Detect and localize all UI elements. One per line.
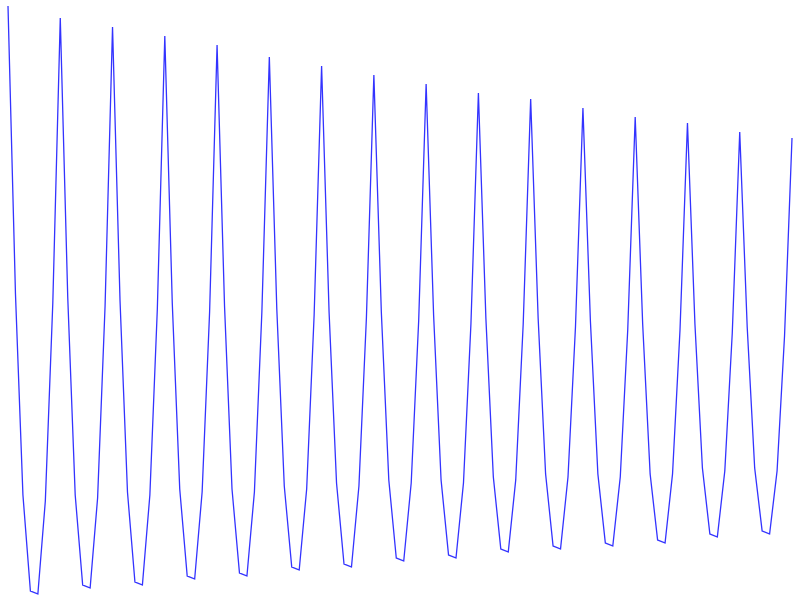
series-line-0 — [7, 5, 793, 595]
series-layer — [7, 5, 793, 595]
